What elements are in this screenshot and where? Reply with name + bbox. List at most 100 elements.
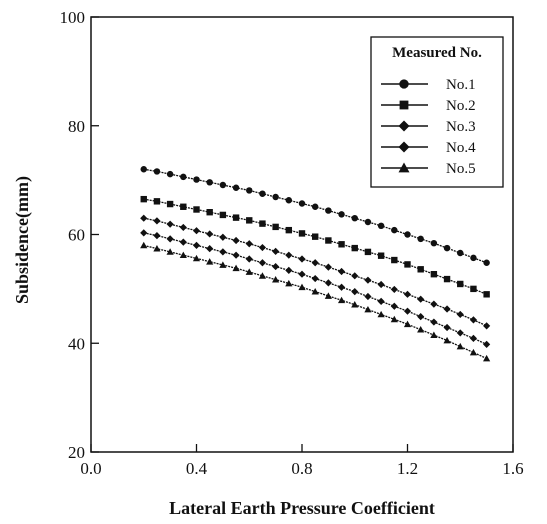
data-point	[153, 217, 161, 225]
data-point	[390, 302, 398, 310]
data-point	[364, 305, 372, 313]
data-point	[324, 292, 332, 299]
data-point	[245, 255, 253, 263]
data-point	[456, 329, 464, 337]
legend-item: No.1	[381, 77, 476, 93]
data-point	[483, 354, 491, 362]
data-point	[153, 198, 161, 205]
data-point	[470, 254, 477, 262]
data-point	[232, 236, 240, 245]
data-point	[443, 336, 451, 344]
data-point	[351, 244, 358, 252]
data-point	[430, 331, 438, 338]
data-point	[417, 326, 425, 333]
data-point	[298, 230, 306, 237]
data-point	[311, 259, 319, 267]
axis-ticks: 0.0 0.4 0.8 1.2 1.6 20 40 60 80 100	[60, 8, 524, 478]
data-point	[180, 203, 187, 210]
data-point	[364, 292, 372, 301]
data-point	[298, 200, 306, 207]
data-point	[456, 310, 464, 319]
data-point	[140, 195, 147, 203]
data-point	[258, 243, 267, 252]
data-point	[337, 283, 346, 291]
y-tick-label: 20	[68, 443, 85, 462]
series-5	[140, 241, 491, 362]
data-point	[219, 211, 227, 219]
data-point	[351, 272, 359, 280]
legend-marker	[398, 141, 410, 153]
legend-label: No.3	[446, 119, 476, 135]
data-point	[390, 315, 398, 323]
data-point	[153, 168, 161, 175]
data-point	[443, 305, 451, 313]
y-axis-title: Subsidence(mm)	[12, 176, 33, 304]
data-point	[245, 268, 253, 275]
x-tick-label: 0.0	[80, 459, 101, 478]
legend-label: No.5	[446, 161, 476, 177]
data-point	[337, 267, 346, 276]
data-point	[206, 179, 213, 186]
data-point	[232, 264, 240, 272]
data-point	[403, 290, 412, 298]
data-point	[166, 200, 174, 208]
data-point	[180, 173, 187, 181]
legend-marker	[398, 162, 410, 173]
x-tick-label: 1.2	[397, 459, 418, 478]
data-point	[338, 241, 345, 248]
series-1	[140, 166, 490, 267]
data-point	[311, 274, 319, 283]
data-point	[285, 251, 293, 259]
y-tick-label: 40	[68, 334, 85, 353]
series-2	[140, 195, 490, 298]
data-point	[232, 214, 240, 221]
data-point	[443, 244, 451, 252]
x-tick-label: 0.4	[186, 459, 208, 478]
data-point	[483, 259, 490, 267]
data-point	[153, 245, 161, 252]
data-point	[325, 207, 332, 214]
data-point	[258, 259, 267, 267]
legend-item: No.4	[381, 140, 476, 156]
data-point	[377, 222, 385, 230]
legend-box	[370, 36, 504, 188]
data-point	[153, 231, 161, 240]
data-point	[391, 226, 398, 234]
data-point	[285, 197, 293, 204]
data-point	[430, 318, 438, 326]
y-tick-label: 100	[60, 8, 86, 27]
data-point	[430, 270, 438, 278]
data-point	[245, 240, 253, 248]
data-point	[272, 247, 280, 255]
legend-item: No.2	[381, 98, 476, 114]
data-point	[337, 296, 346, 304]
data-point	[272, 262, 280, 271]
data-point	[483, 322, 491, 330]
legend-marker	[399, 79, 409, 89]
data-point	[259, 220, 266, 227]
legend-label: No.4	[446, 140, 476, 156]
data-point	[338, 211, 345, 218]
data-point	[206, 230, 214, 238]
data-point	[206, 258, 214, 265]
data-point	[219, 181, 227, 189]
data-point	[311, 203, 319, 210]
data-point	[469, 348, 478, 356]
data-point	[246, 187, 253, 194]
data-point	[325, 237, 332, 244]
data-point	[285, 279, 293, 287]
data-point	[351, 287, 359, 296]
data-point	[430, 239, 438, 247]
data-point	[390, 285, 398, 294]
data-point	[417, 266, 424, 273]
data-point	[443, 275, 451, 283]
data-point	[272, 276, 280, 283]
data-point	[140, 214, 148, 222]
data-point	[285, 226, 293, 234]
legend-label: No.2	[446, 98, 476, 114]
data-point	[192, 227, 201, 235]
legend-item: No.5	[381, 161, 476, 177]
data-point	[166, 248, 174, 255]
legend-marker	[399, 100, 409, 110]
